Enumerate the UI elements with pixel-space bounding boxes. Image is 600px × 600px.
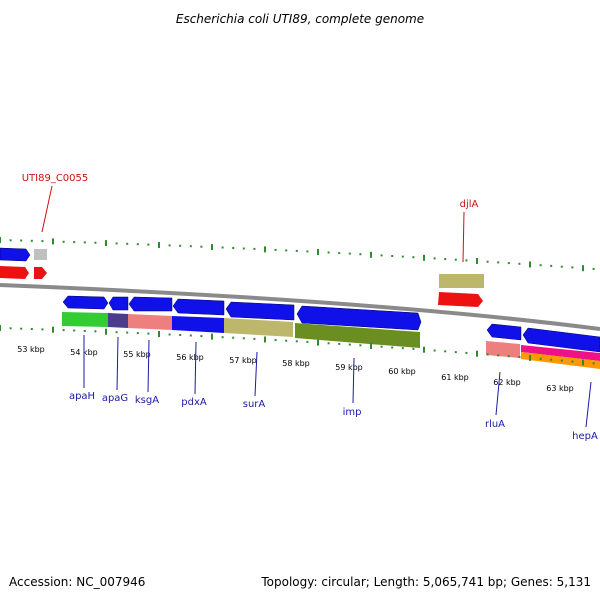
gene-block[interactable] xyxy=(439,274,484,288)
gene-block[interactable] xyxy=(521,345,600,361)
gene-block[interactable] xyxy=(128,314,172,330)
gene-leader-line xyxy=(194,341,197,395)
gene-label-group: UTI89_C0055 djlA apaH apaG ksgA pdxA sur… xyxy=(22,173,598,442)
gene-arrow[interactable] xyxy=(0,266,29,279)
gene-leader-line xyxy=(147,339,150,393)
genome-title: Escherichia coli UTI89, complete genome xyxy=(176,12,424,26)
gene-label-djla[interactable]: djlA xyxy=(460,199,479,210)
gene-arrow[interactable] xyxy=(0,247,31,262)
scale-label: 57 kbp xyxy=(229,356,257,365)
scale-label: 63 kbp xyxy=(546,384,574,393)
gene-block[interactable] xyxy=(62,312,108,327)
gene-arrow[interactable] xyxy=(225,301,295,321)
gene-label-ksga[interactable]: ksgA xyxy=(135,395,159,406)
gene-leader-line xyxy=(352,357,355,404)
gene-block[interactable] xyxy=(108,313,128,328)
gene-arrow[interactable] xyxy=(34,267,47,279)
gene-block[interactable] xyxy=(172,316,224,333)
gene-arrow[interactable] xyxy=(296,305,422,331)
feature-track-bottom-function xyxy=(62,312,600,369)
gene-leader-line xyxy=(254,351,258,397)
genome-backbone xyxy=(0,283,600,331)
scale-label: 55 kbp xyxy=(123,350,151,359)
gene-arrow[interactable] xyxy=(438,292,483,307)
gene-block[interactable] xyxy=(295,323,420,348)
gene-arrow[interactable] xyxy=(522,327,600,353)
gene-arrow[interactable] xyxy=(62,295,109,310)
scale-label: 61 kbp xyxy=(441,373,469,382)
scale-label: 53 kbp xyxy=(17,345,45,354)
gene-label-hepa[interactable]: hepA xyxy=(572,431,598,442)
gene-block[interactable] xyxy=(34,249,47,260)
scale-label: 56 kbp xyxy=(176,353,204,362)
gene-block[interactable] xyxy=(224,318,293,337)
gene-leader-line xyxy=(41,185,53,233)
gene-label-uti89-c0055[interactable]: UTI89_C0055 xyxy=(22,173,89,184)
gene-leader-line xyxy=(116,336,119,391)
genome-summary-text: Topology: circular; Length: 5,065,741 bp… xyxy=(260,575,591,589)
gene-label-imp[interactable]: imp xyxy=(343,407,362,418)
accession-text: Accession: NC_007946 xyxy=(9,575,145,589)
gene-label-sura[interactable]: surA xyxy=(243,399,266,410)
lower-tick-track xyxy=(0,325,595,366)
feature-track-top-forward xyxy=(0,247,484,288)
upper-tick-track xyxy=(0,237,595,272)
gene-leader-line xyxy=(585,381,592,428)
gene-block[interactable] xyxy=(486,341,520,358)
scale-label: 62 kbp xyxy=(493,378,521,387)
scale-label: 59 kbp xyxy=(335,363,363,372)
feature-track-top-reverse xyxy=(0,266,483,307)
scale-label: 58 kbp xyxy=(282,359,310,368)
gene-arrow[interactable] xyxy=(486,323,522,341)
gene-leader-line xyxy=(495,371,501,416)
gene-arrow[interactable] xyxy=(108,296,129,311)
gene-label-pdxa[interactable]: pdxA xyxy=(181,397,207,408)
gene-arrow[interactable] xyxy=(172,298,225,316)
gene-label-apag[interactable]: apaG xyxy=(102,393,128,404)
gene-arrow[interactable] xyxy=(128,296,173,312)
gene-label-apah[interactable]: apaH xyxy=(69,391,95,402)
gene-block[interactable] xyxy=(521,352,600,369)
feature-track-bottom-forward xyxy=(62,295,600,353)
gene-leader-line xyxy=(462,211,465,263)
gene-label-rlua[interactable]: rluA xyxy=(485,419,505,430)
scale-label: 60 kbp xyxy=(388,367,416,376)
